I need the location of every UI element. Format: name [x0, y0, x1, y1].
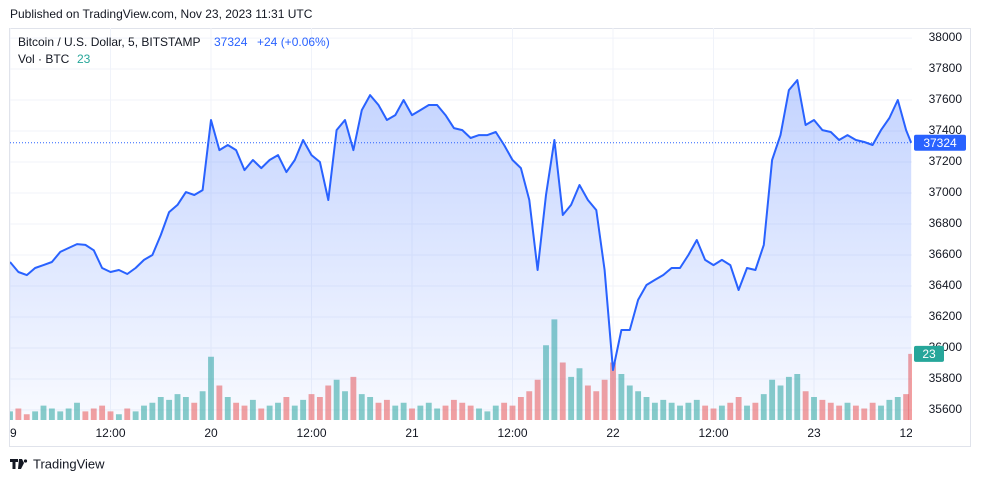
y-tick-label: 36200	[929, 309, 963, 323]
brand-name: TradingView	[33, 456, 105, 471]
y-tick-label: 35600	[929, 402, 963, 416]
x-tick-label: 12:00	[296, 426, 326, 440]
price-badge	[914, 134, 966, 151]
brand-logo	[10, 459, 28, 469]
y-tick-label: 36800	[929, 216, 963, 230]
y-tick-label: 36400	[929, 278, 963, 292]
symbol-title: Bitcoin / U.S. Dollar, 5, BITSTAMP	[18, 35, 201, 49]
panel-border	[9, 28, 971, 447]
x-tick-label: 21	[405, 426, 419, 440]
header-change: +24 (+0.06%)	[257, 35, 330, 49]
volume-badge	[914, 345, 944, 362]
x-tick-label: 22	[606, 426, 620, 440]
x-tick-label: 23	[807, 426, 821, 440]
published-note: Published on TradingView.com, Nov 23, 20…	[10, 7, 313, 21]
header-price: 37324	[214, 35, 248, 49]
header-volume: 23	[77, 52, 91, 66]
volume-badge-label: 23	[922, 347, 936, 361]
x-tick-label: 12:00	[95, 426, 125, 440]
volume-title: Vol · BTC	[18, 52, 70, 66]
y-tick-label: 35800	[929, 371, 963, 385]
price-area	[10, 80, 912, 420]
x-tick-label: 19	[3, 426, 17, 440]
price-badge-label: 37324	[923, 136, 957, 150]
y-tick-label: 37400	[929, 123, 963, 137]
x-tick-label: 20	[204, 426, 218, 440]
x-tick-label: 12:00	[698, 426, 728, 440]
y-tick-label: 37800	[929, 61, 963, 75]
y-tick-label: 37600	[929, 92, 963, 106]
y-tick-label: 38000	[929, 30, 963, 44]
x-tick-label: 12:00	[497, 426, 527, 440]
y-tick-label: 37000	[929, 185, 963, 199]
y-tick-label: 37200	[929, 154, 963, 168]
x-tick-label: 12:00	[899, 426, 929, 440]
price-line	[10, 79, 912, 371]
y-tick-label: 36600	[929, 247, 963, 261]
